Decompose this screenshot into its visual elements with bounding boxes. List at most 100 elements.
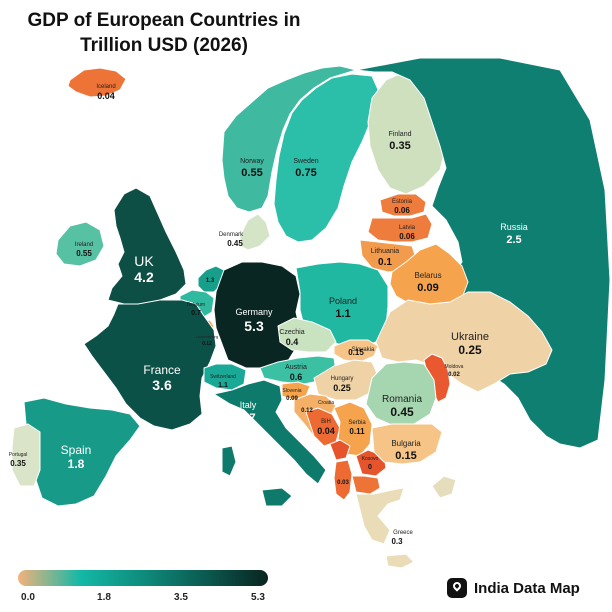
map-title: GDP of European Countries in Trillion US… — [27, 10, 301, 56]
country-value-belarus: 0.09 — [417, 282, 438, 294]
country-uk — [107, 187, 187, 305]
country-value-austria: 0.6 — [290, 372, 303, 382]
country-name-slovenia: Slovenia — [282, 388, 301, 394]
country-name-portugal: Portugal — [9, 452, 28, 458]
country-name-romania: Romania — [382, 394, 422, 405]
country-slovakia — [333, 339, 379, 363]
country-name-iceland: Iceland — [96, 84, 115, 90]
country-name-uk: UK — [134, 253, 154, 269]
country-name-bih: BiH — [321, 419, 331, 425]
country-iceland — [67, 67, 127, 98]
country-value-france: 3.6 — [152, 377, 172, 393]
country-latvia — [367, 213, 433, 243]
country-france — [83, 299, 217, 431]
country-belarus — [389, 243, 469, 309]
country-value-netherlands: 1.3 — [206, 278, 215, 284]
country-value-denmark: 0.45 — [227, 239, 243, 248]
legend-tick-label: 1.8 — [97, 592, 111, 603]
country-name-denmark: Denmark — [219, 232, 244, 238]
country-name-serbia: Serbia — [348, 420, 366, 426]
legend-tick-label: 0.0 — [21, 592, 35, 603]
country-name-estonia: Estonia — [392, 199, 413, 205]
country-name-greece: Greece — [393, 530, 413, 536]
country-value-ireland: 0.55 — [76, 249, 92, 258]
country-sweden — [273, 73, 381, 243]
country-value-norway: 0.55 — [241, 167, 262, 179]
country-name-germany: Germany — [235, 307, 273, 317]
country-name-norway: Norway — [240, 158, 264, 165]
country-value-romania: 0.45 — [390, 405, 414, 419]
country-value-finland: 0.35 — [389, 140, 410, 152]
country-value-estonia: 0.06 — [394, 206, 410, 215]
country-name-poland: Poland — [329, 296, 357, 306]
country-name-france: France — [143, 363, 181, 377]
country-value-lithuania: 0.1 — [378, 257, 392, 268]
country-norway — [221, 65, 357, 213]
legend-tick-label: 3.5 — [174, 592, 188, 603]
country-name-croatia: Croatia — [318, 400, 334, 406]
country-name-russia: Russia — [500, 222, 528, 232]
country-value-belgium: 0.7 — [191, 310, 201, 317]
country-value-bulgaria: 0.15 — [395, 450, 416, 462]
country-value-slovenia: 0.09 — [286, 396, 298, 402]
country-name-italy: Italy — [240, 400, 257, 410]
country-value-poland: 1.1 — [335, 308, 350, 320]
country-italy — [213, 379, 327, 507]
country-value-italy: 2.7 — [240, 412, 255, 424]
country-name-finland: Finland — [389, 131, 412, 138]
country-name-belarus: Belarus — [414, 271, 441, 280]
country-value-luxembourg: 0.12 — [202, 341, 212, 347]
country-name-slovakia: Slovakia — [352, 347, 375, 353]
country-name-kosovo: Kosovo — [362, 456, 379, 462]
legend-color-bar — [18, 570, 268, 586]
country-name-belgium: Belgium — [187, 302, 205, 308]
country-name-ireland: Ireland — [75, 242, 93, 248]
country-romania — [365, 361, 437, 427]
country-value-greece: 0.3 — [391, 537, 403, 546]
country-value-iceland: 0.04 — [97, 91, 115, 101]
country-albania — [333, 459, 353, 501]
country-name-spain: Spain — [61, 443, 92, 457]
country-value-portugal: 0.35 — [10, 459, 26, 468]
country-value-spain: 1.8 — [68, 457, 85, 471]
country-portugal — [11, 423, 41, 487]
country-value-slovakia: 0.15 — [348, 348, 364, 357]
country-value-germany: 5.3 — [244, 318, 264, 334]
country-value-ukraine: 0.25 — [458, 343, 482, 357]
legend-tick-label: 5.3 — [251, 592, 265, 603]
country-bih — [305, 407, 341, 447]
country-name-lithuania: Lithuania — [371, 248, 400, 255]
country-value-croatia: 0.12 — [301, 408, 313, 414]
country-value-russia: 2.5 — [506, 234, 521, 246]
country-czechia — [277, 317, 337, 353]
country-germany — [213, 261, 301, 369]
country-value-latvia: 0.06 — [399, 232, 415, 241]
country-switzerland — [203, 363, 247, 391]
country-value-czechia: 0.4 — [286, 337, 299, 347]
country-name-latvia: Latvia — [399, 225, 416, 231]
country-name-ukraine: Ukraine — [451, 331, 489, 343]
country-turkey-eu — [431, 475, 457, 499]
country-ireland — [55, 221, 105, 267]
country-value-uk: 4.2 — [134, 269, 154, 285]
country-north-macedonia — [351, 475, 381, 495]
map-pin-icon — [447, 578, 467, 598]
country-name-luxembourg: Luxembourg — [196, 334, 218, 339]
country-name-austria: Austria — [285, 364, 307, 371]
brand-name: India Data Map — [474, 579, 580, 597]
country-bulgaria — [371, 423, 443, 465]
brand: India Data Map — [447, 578, 580, 598]
country-name-czechia: Czechia — [279, 329, 304, 336]
country-value-sweden: 0.75 — [295, 167, 316, 179]
country-value-moldova: 0.02 — [448, 372, 460, 378]
country-value-hungary: 0.25 — [333, 383, 351, 393]
country-value-switzerland: 1.1 — [218, 382, 228, 389]
country-denmark — [239, 213, 271, 251]
country-name-moldova: Moldova — [445, 364, 464, 370]
country-name-sweden: Sweden — [293, 158, 318, 165]
country-montenegro — [329, 439, 351, 461]
country-greece — [355, 487, 415, 569]
country-value-albania: 0.03 — [337, 480, 349, 486]
